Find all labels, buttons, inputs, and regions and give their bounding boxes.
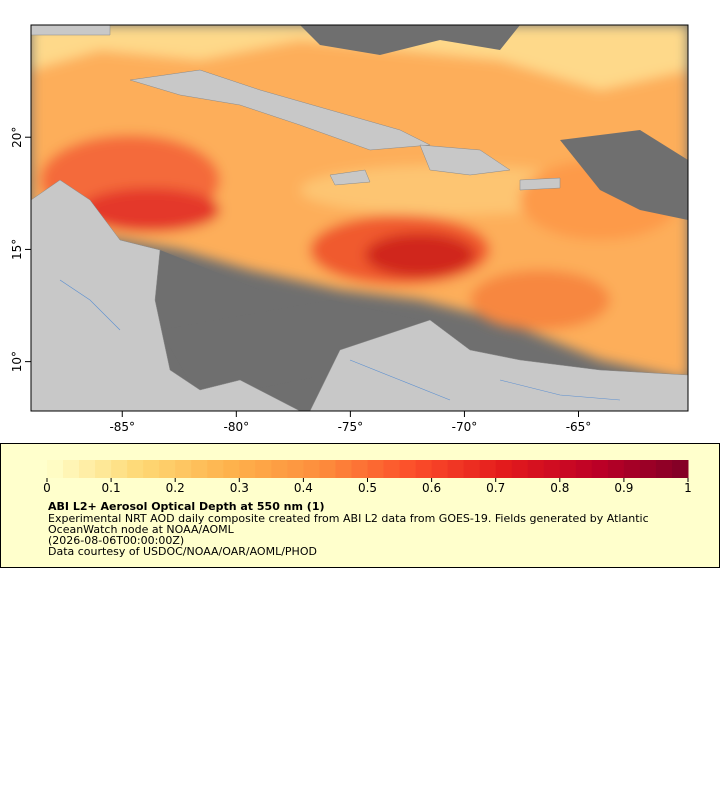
legend-line: OceanWatch node at NOAA/AOML [48,523,235,536]
colorbar-step [47,460,64,478]
colorbar-step [623,460,641,478]
colorbar-step [319,460,336,478]
legend-line: Experimental NRT AOD daily composite cre… [48,512,649,525]
colorbar-step [415,460,433,478]
colorbar-tick-label: 0.8 [550,481,569,495]
land [31,25,688,411]
colorbar-step [575,460,593,478]
colorbar-step [127,460,144,478]
colorbar-step [143,460,160,478]
colorbar-step [367,460,385,478]
colorbar-step [223,460,240,478]
map-area [31,25,688,411]
colorbar-step [159,460,176,478]
map-frame [30,24,689,412]
colorbar-step [351,460,368,478]
colorbar-tick-label: 0.3 [230,481,249,495]
colorbar-tick-label: 0.2 [166,481,185,495]
colorbar-step [495,460,513,478]
colorbar-tick-label: 0.6 [422,481,441,495]
legend-title: ABI L2+ Aerosol Optical Depth at 550 nm … [48,500,325,513]
colorbar-tick-label: 0.4 [294,481,313,495]
colorbar-step [271,460,288,478]
colorbar-step [543,460,561,478]
colorbar-step [95,460,112,478]
colorbar-step [591,460,609,478]
legend-line: Data courtesy of USDOC/NOAA/OAR/AOML/PHO… [48,545,317,558]
colorbar-step [479,460,497,478]
colorbar-step [607,460,625,478]
colorbar-step [63,460,80,478]
colorbar-step [111,460,128,478]
colorbar-step [671,460,689,478]
colorbar-step [399,460,417,478]
y-tick-label: 15° [10,239,24,260]
colorbar-tick-label: 0.9 [614,481,633,495]
colorbar-tick-label: 1 [684,481,692,495]
colorbar-step [527,460,545,478]
colorbar-step [383,460,401,478]
x-tick-label: -75° [338,420,364,434]
colorbar-step [447,460,465,478]
rivers [59,279,621,401]
colorbar-step [655,460,673,478]
x-tick-label: -80° [224,420,250,434]
colorbar-step [175,460,192,478]
colorbar-step [287,460,304,478]
colorbar-step [191,460,208,478]
colorbar-tick-label: 0 [43,481,51,495]
colorbar-step [303,460,320,478]
colorbar-tick-label: 0.7 [486,481,505,495]
x-tick-label: -85° [109,420,135,434]
colorbar-step [511,460,529,478]
colorbar-step [207,460,224,478]
colorbar-tick-label: 0.1 [102,481,121,495]
colorbar-step [239,460,256,478]
colorbar-step [463,460,481,478]
colorbar-step [559,460,577,478]
colorbar-tick-label: 0.5 [358,481,377,495]
colorbar-step [335,460,352,478]
x-tick-label: -65° [566,420,592,434]
colorbar-step [79,460,96,478]
legend-line: (2026-08-06T00:00:00Z) [48,534,184,547]
colorbar-step [255,460,272,478]
x-tick-label: -70° [452,420,478,434]
y-tick-label: 20° [10,127,24,148]
colorbar-step [431,460,449,478]
colorbar-step [639,460,657,478]
y-tick-label: 10° [10,351,24,372]
